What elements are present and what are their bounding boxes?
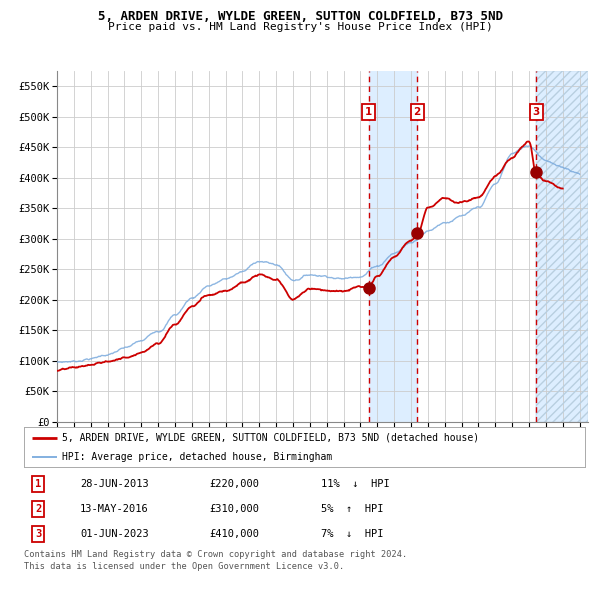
Text: 3: 3 xyxy=(35,529,41,539)
Text: Contains HM Land Registry data © Crown copyright and database right 2024.: Contains HM Land Registry data © Crown c… xyxy=(24,550,407,559)
Text: £310,000: £310,000 xyxy=(209,504,259,514)
Text: £220,000: £220,000 xyxy=(209,479,259,489)
Text: HPI: Average price, detached house, Birmingham: HPI: Average price, detached house, Birm… xyxy=(62,452,332,462)
Text: 5, ARDEN DRIVE, WYLDE GREEN, SUTTON COLDFIELD, B73 5ND: 5, ARDEN DRIVE, WYLDE GREEN, SUTTON COLD… xyxy=(97,10,503,23)
Text: 13-MAY-2016: 13-MAY-2016 xyxy=(80,504,149,514)
Bar xyxy=(536,71,588,422)
Bar xyxy=(536,71,588,422)
Text: £410,000: £410,000 xyxy=(209,529,259,539)
Text: Price paid vs. HM Land Registry's House Price Index (HPI): Price paid vs. HM Land Registry's House … xyxy=(107,22,493,32)
Bar xyxy=(368,71,417,422)
Text: 3: 3 xyxy=(532,107,540,117)
Text: 5, ARDEN DRIVE, WYLDE GREEN, SUTTON COLDFIELD, B73 5ND (detached house): 5, ARDEN DRIVE, WYLDE GREEN, SUTTON COLD… xyxy=(62,433,479,443)
Text: 5%  ↑  HPI: 5% ↑ HPI xyxy=(322,504,384,514)
Text: 2: 2 xyxy=(413,107,421,117)
Text: This data is licensed under the Open Government Licence v3.0.: This data is licensed under the Open Gov… xyxy=(24,562,344,571)
Text: 1: 1 xyxy=(35,479,41,489)
Text: 01-JUN-2023: 01-JUN-2023 xyxy=(80,529,149,539)
Text: 28-JUN-2013: 28-JUN-2013 xyxy=(80,479,149,489)
Text: 11%  ↓  HPI: 11% ↓ HPI xyxy=(322,479,390,489)
Text: 1: 1 xyxy=(365,107,373,117)
Text: 2: 2 xyxy=(35,504,41,514)
Text: 7%  ↓  HPI: 7% ↓ HPI xyxy=(322,529,384,539)
